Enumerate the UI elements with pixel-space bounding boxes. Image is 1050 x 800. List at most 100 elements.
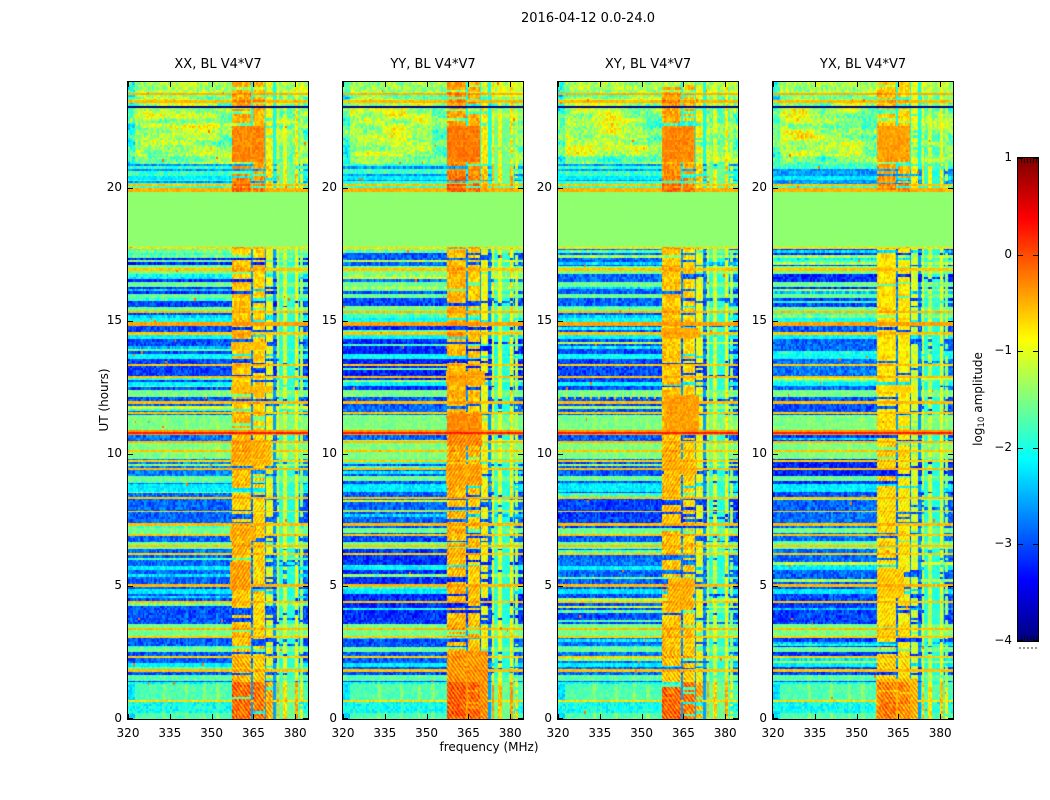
- y-tick: [773, 454, 778, 455]
- x-tick: [385, 714, 386, 719]
- x-tick: [510, 714, 511, 719]
- x-tick-label: 365: [886, 726, 910, 740]
- x-tick: [898, 714, 899, 719]
- x-tick: [212, 714, 213, 719]
- colorbar-tick: [1033, 255, 1038, 256]
- panel-title: XX, BL V4*V7: [174, 57, 262, 72]
- y-tick: [518, 586, 523, 587]
- y-tick-label: 0: [329, 711, 337, 725]
- colorbar-hatch: [1024, 636, 1025, 640]
- y-tick: [303, 321, 308, 322]
- y-tick: [558, 586, 563, 587]
- spectrogram-canvas: [128, 82, 308, 719]
- y-tick: [303, 454, 308, 455]
- y-tick: [518, 718, 523, 719]
- y-tick: [343, 454, 348, 455]
- x-tick: [815, 714, 816, 719]
- x-tick-label: 350: [630, 726, 654, 740]
- y-tick-label: 15: [536, 312, 552, 327]
- y-tick-label: 0: [114, 711, 122, 725]
- x-tick: [600, 714, 601, 719]
- y-tick-label: 0: [759, 711, 767, 725]
- y-tick: [948, 586, 953, 587]
- y-tick: [558, 718, 563, 719]
- x-tick: [295, 82, 296, 87]
- x-tick: [773, 82, 774, 87]
- x-tick: [642, 82, 643, 87]
- y-tick: [128, 718, 133, 719]
- y-tick: [733, 718, 738, 719]
- y-tick-label: 15: [106, 312, 122, 327]
- y-tick: [343, 718, 348, 719]
- panel: [772, 81, 954, 720]
- x-tick: [773, 714, 774, 719]
- colorbar-tick-label: 1: [1004, 150, 1012, 164]
- y-tick: [128, 454, 133, 455]
- x-tick: [128, 714, 129, 719]
- panel-title: XY, BL V4*V7: [604, 57, 692, 72]
- y-tick: [733, 188, 738, 189]
- x-tick: [683, 714, 684, 719]
- x-tick: [385, 82, 386, 87]
- y-axis-label: UT (hours): [97, 368, 111, 432]
- x-tick: [170, 714, 171, 719]
- x-tick: [253, 714, 254, 719]
- colorbar-tick: [1018, 158, 1023, 159]
- x-tick-label: 380: [928, 726, 952, 740]
- y-tick: [343, 321, 348, 322]
- figure-title: 2016-04-12 0.0-24.0: [521, 11, 655, 26]
- y-tick-label: 20: [536, 180, 552, 195]
- x-tick: [468, 82, 469, 87]
- colorbar-tick-label: −3: [994, 536, 1012, 551]
- colorbar-extend-dots: [1019, 647, 1037, 649]
- y-tick: [558, 188, 563, 189]
- y-tick: [948, 321, 953, 322]
- y-tick: [128, 321, 133, 322]
- y-tick-label: 5: [759, 578, 767, 593]
- x-tick-label: 320: [116, 726, 140, 740]
- colorbar-label-subscript: 10: [977, 416, 988, 428]
- y-tick-label: 15: [321, 312, 337, 327]
- y-tick: [518, 188, 523, 189]
- y-tick: [733, 454, 738, 455]
- x-tick-label: 365: [456, 726, 480, 740]
- colorbar-tick: [1033, 158, 1038, 159]
- spectrogram-canvas: [773, 82, 953, 719]
- y-tick: [948, 188, 953, 189]
- x-tick: [212, 82, 213, 87]
- y-tick-label: 20: [106, 180, 122, 195]
- y-tick-label: 15: [751, 312, 767, 327]
- y-tick: [773, 321, 778, 322]
- colorbar-tick: [1018, 351, 1023, 352]
- colorbar-tick: [1018, 255, 1023, 256]
- x-tick-label: 350: [200, 726, 224, 740]
- colorbar-hatch: [1024, 159, 1025, 163]
- colorbar-hatch: [1021, 636, 1022, 640]
- x-tick-label: 365: [671, 726, 695, 740]
- y-tick-label: 10: [106, 445, 122, 460]
- y-tick: [128, 188, 133, 189]
- x-axis-label: frequency (MHz): [439, 740, 539, 754]
- y-tick-label: 20: [321, 180, 337, 195]
- y-tick: [303, 718, 308, 719]
- x-tick: [725, 714, 726, 719]
- x-tick: [468, 714, 469, 719]
- y-tick: [558, 454, 563, 455]
- colorbar-hatch: [1030, 159, 1031, 163]
- colorbar-canvas: [1018, 158, 1038, 641]
- colorbar-label-prefix: log: [970, 427, 985, 446]
- colorbar-tick-label: 0: [1004, 246, 1012, 261]
- y-tick: [558, 321, 563, 322]
- x-tick: [940, 714, 941, 719]
- x-tick: [815, 82, 816, 87]
- y-tick: [773, 718, 778, 719]
- x-tick: [857, 82, 858, 87]
- x-tick: [725, 82, 726, 87]
- x-tick-label: 380: [498, 726, 522, 740]
- colorbar-hatch: [1033, 159, 1034, 163]
- colorbar-hatch: [1021, 159, 1022, 163]
- y-tick: [128, 586, 133, 587]
- y-tick-label: 10: [751, 445, 767, 460]
- colorbar-label-suffix: amplitude: [970, 352, 985, 417]
- panel: [342, 81, 524, 720]
